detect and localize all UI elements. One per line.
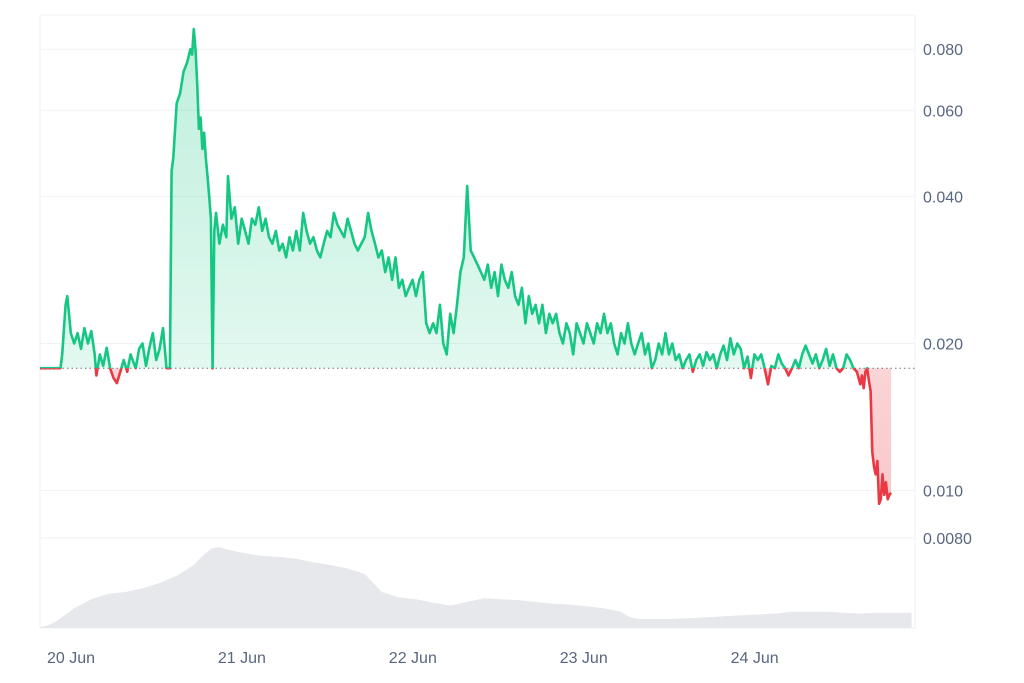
y-tick-label: 0.040 <box>923 189 963 206</box>
x-tick-label: 24 Jun <box>731 650 779 667</box>
y-axis-ticks: 0.080 0.060 0.040 0.020 0.010 0.0080 <box>923 42 972 548</box>
price-lines <box>40 27 893 506</box>
x-tick-label: 22 Jun <box>389 650 437 667</box>
x-axis-ticks: 20 Jun 21 Jun 22 Jun 23 Jun 24 Jun <box>47 650 779 667</box>
price-areas <box>40 29 892 504</box>
x-tick-label: 20 Jun <box>47 650 95 667</box>
y-tick-label: 0.0080 <box>923 531 972 548</box>
area-above-baseline <box>40 29 892 369</box>
price-line-up <box>40 27 869 369</box>
volume-bars <box>40 547 912 628</box>
y-tick-label: 0.010 <box>923 484 963 501</box>
volume-area <box>40 547 912 628</box>
x-tick-label: 21 Jun <box>218 650 266 667</box>
x-tick-label: 23 Jun <box>560 650 608 667</box>
y-tick-label: 0.060 <box>923 103 963 120</box>
y-tick-label: 0.020 <box>923 336 963 353</box>
y-tick-label: 0.080 <box>923 42 963 59</box>
